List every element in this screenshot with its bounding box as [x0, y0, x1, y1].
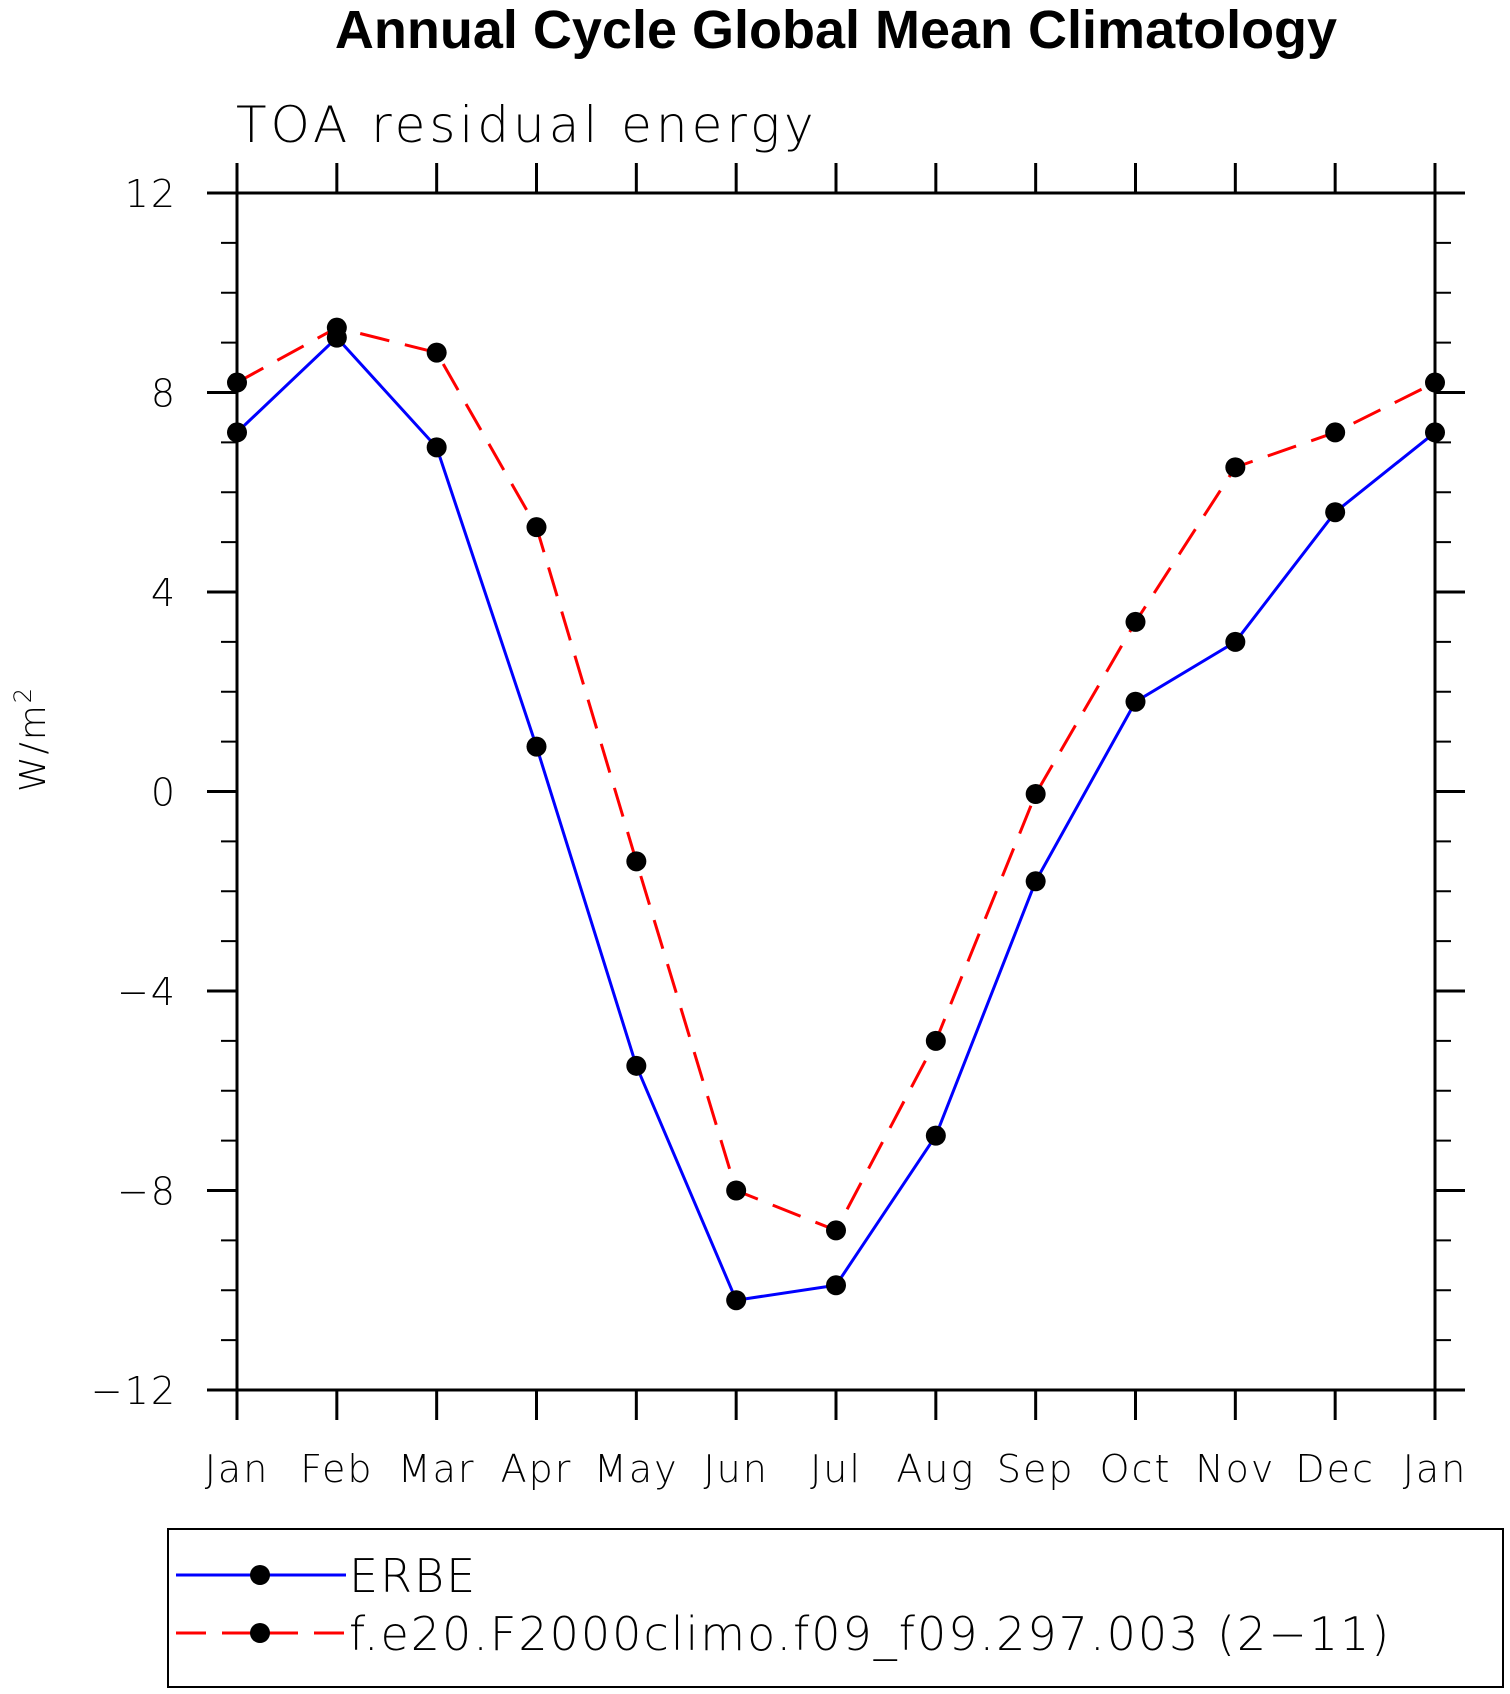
- data-point: [726, 1180, 747, 1201]
- data-point: [1325, 502, 1346, 523]
- data-point: [326, 327, 347, 348]
- data-point: [925, 1125, 946, 1146]
- x-tick-label: Jun: [703, 1447, 768, 1491]
- x-tick-label: May: [594, 1447, 679, 1491]
- legend-label: f.e20.F2000climo.f09_f09.297.003 (2−11): [349, 1607, 1391, 1661]
- data-point: [826, 1275, 846, 1296]
- data-point: [1425, 372, 1445, 393]
- x-tick-label: Aug: [896, 1447, 975, 1491]
- legend-label: ERBE: [349, 1549, 477, 1603]
- data-point: [1025, 871, 1046, 892]
- data-point: [1125, 691, 1146, 712]
- y-tick-label: 0: [151, 771, 177, 815]
- axis-ticks: 12 8 4 0 −4 −8 −12 Jan Feb Mar Apr May Jun Jul Aug Sep O…: [91, 163, 1468, 1491]
- legend-marker: [250, 1623, 270, 1643]
- series-line-1: [236, 326, 1436, 1233]
- legend-box: [167, 1528, 1504, 1688]
- data-point: [1425, 422, 1445, 443]
- x-tick-label: Jul: [810, 1447, 862, 1491]
- data-point: [227, 422, 247, 443]
- data-point: [1225, 631, 1246, 652]
- data-point: [1025, 783, 1046, 804]
- y-tick-label: 8: [151, 372, 177, 416]
- data-point: [1125, 611, 1146, 632]
- legend-marker: [250, 1565, 270, 1585]
- y-tick-label: 12: [125, 172, 177, 216]
- data-point: [526, 517, 547, 538]
- data-point: [426, 437, 447, 458]
- x-tick-label: Apr: [501, 1447, 573, 1491]
- series-line-0: [235, 335, 1436, 1302]
- x-tick-label: Feb: [300, 1447, 373, 1491]
- x-tick-label: Jan: [1403, 1447, 1468, 1491]
- data-point: [626, 851, 647, 872]
- x-tick-label: Jan: [205, 1447, 270, 1491]
- data-point: [1225, 457, 1246, 478]
- data-point: [826, 1220, 846, 1241]
- x-tick-label: Dec: [1295, 1447, 1375, 1491]
- data-point: [1325, 422, 1346, 443]
- chart-subtitle: TOA residual energy: [236, 96, 818, 154]
- x-tick-label: Oct: [1100, 1447, 1172, 1491]
- y-axis-label: W/m2: [9, 686, 54, 792]
- data-point: [726, 1290, 747, 1311]
- data-point: [925, 1030, 946, 1051]
- x-tick-label: Mar: [398, 1447, 476, 1491]
- data-point: [626, 1055, 647, 1076]
- data-point: [426, 342, 447, 363]
- y-tick-label: −4: [117, 970, 177, 1014]
- y-axis-label-superscript: 2: [9, 686, 37, 703]
- y-tick-label: −12: [91, 1369, 177, 1413]
- data-point: [227, 372, 247, 393]
- plot-frame: [235, 191, 1437, 1392]
- x-tick-label: Sep: [997, 1447, 1075, 1491]
- series-layer: [227, 317, 1445, 1311]
- chart-title: Annual Cycle Global Mean Climatology: [335, 0, 1337, 60]
- y-tick-label: −8: [117, 1170, 177, 1214]
- data-point: [526, 736, 547, 757]
- x-tick-label: Nov: [1195, 1447, 1275, 1491]
- y-tick-label: 4: [151, 571, 177, 615]
